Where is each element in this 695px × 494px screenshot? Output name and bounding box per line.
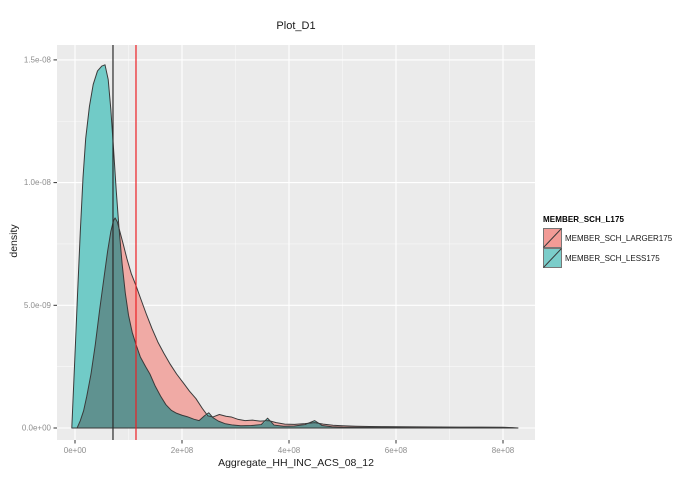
plot-title: Plot_D1: [276, 20, 316, 32]
x-tick-label: 8e+08: [492, 446, 515, 455]
y-tick-label: 1.5e-08: [24, 55, 52, 64]
legend: MEMBER_SCH_L175 MEMBER_SCH_LARGER175 MEM…: [543, 215, 695, 268]
x-tick-label: 6e+08: [385, 446, 408, 455]
legend-label-larger175: MEMBER_SCH_LARGER175: [565, 233, 673, 243]
x-tick-label: 2e+08: [171, 446, 194, 455]
density-area-overlap: [71, 217, 519, 428]
legend-title: MEMBER_SCH_L175: [543, 215, 625, 224]
y-tick-label: 0.0e+00: [22, 424, 52, 433]
legend-key-larger175-swatch: [543, 228, 562, 248]
y-tick-label: 1.0e-08: [24, 178, 52, 187]
y-axis-label: density: [8, 224, 20, 258]
diagonal-line-icon: [543, 248, 562, 268]
legend-item-less175: MEMBER_SCH_LESS175: [543, 248, 695, 268]
legend-item-larger175: MEMBER_SCH_LARGER175: [543, 228, 695, 248]
x-tick-label: 4e+08: [278, 446, 301, 455]
legend-label-less175: MEMBER_SCH_LESS175: [565, 253, 660, 263]
density-curve-less175: [71, 64, 515, 429]
x-tick-label: 0e+00: [64, 446, 87, 455]
y-tick-label: 5.0e-09: [24, 301, 52, 310]
diagonal-line-icon: [543, 228, 562, 248]
x-axis-label: Aggregate_HH_INC_ACS_08_12: [218, 457, 374, 469]
legend-key-less175-swatch: [543, 248, 562, 268]
